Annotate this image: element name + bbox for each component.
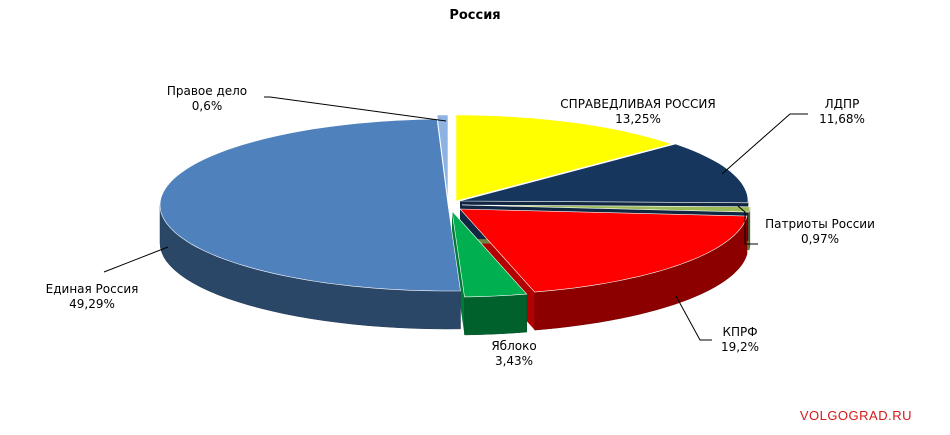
leader-lines — [103, 96, 808, 341]
pie-slice-6 — [436, 114, 449, 202]
leader-line-6 — [264, 96, 447, 122]
pie-slice-4 — [451, 210, 528, 298]
slice-value-2: 0,97% — [801, 232, 839, 246]
slice-value-1: 11,68% — [819, 112, 865, 126]
pie-slice-0 — [455, 114, 673, 202]
slice-label-0: СПРАВЕДЛИВАЯ РОССИЯ — [560, 97, 715, 111]
slice-label-3: КПРФ — [722, 325, 757, 339]
slice-value-4: 3,43% — [495, 354, 533, 368]
leader-line-1 — [721, 113, 808, 175]
slice-label-4: Яблоко — [491, 339, 536, 353]
slice-value-5: 49,29% — [69, 297, 115, 311]
watermark: VOLGOGRAD.RU — [799, 408, 912, 423]
slice-value-0: 13,25% — [615, 112, 661, 126]
pie-slice-5 — [159, 118, 461, 292]
leader-line-3 — [675, 295, 712, 341]
leader-line-2 — [737, 205, 758, 245]
slice-label-2: Патриоты России — [765, 217, 875, 231]
leader-line-5 — [103, 246, 169, 273]
slice-label-1: ЛДПР — [825, 97, 860, 111]
chart-title: Россия — [449, 8, 500, 23]
pie-slice-3 — [459, 208, 748, 293]
pie-tops — [159, 114, 751, 298]
slice-label-6: Правое дело — [167, 84, 247, 98]
pie-slice-1 — [459, 143, 749, 204]
pie-slice-2 — [461, 204, 751, 213]
pie-side-4 — [464, 293, 527, 336]
slice-value-3: 19,2% — [721, 340, 759, 354]
slice-value-6: 0,6% — [192, 99, 223, 113]
slice-label-5: Единая Россия — [46, 282, 139, 296]
